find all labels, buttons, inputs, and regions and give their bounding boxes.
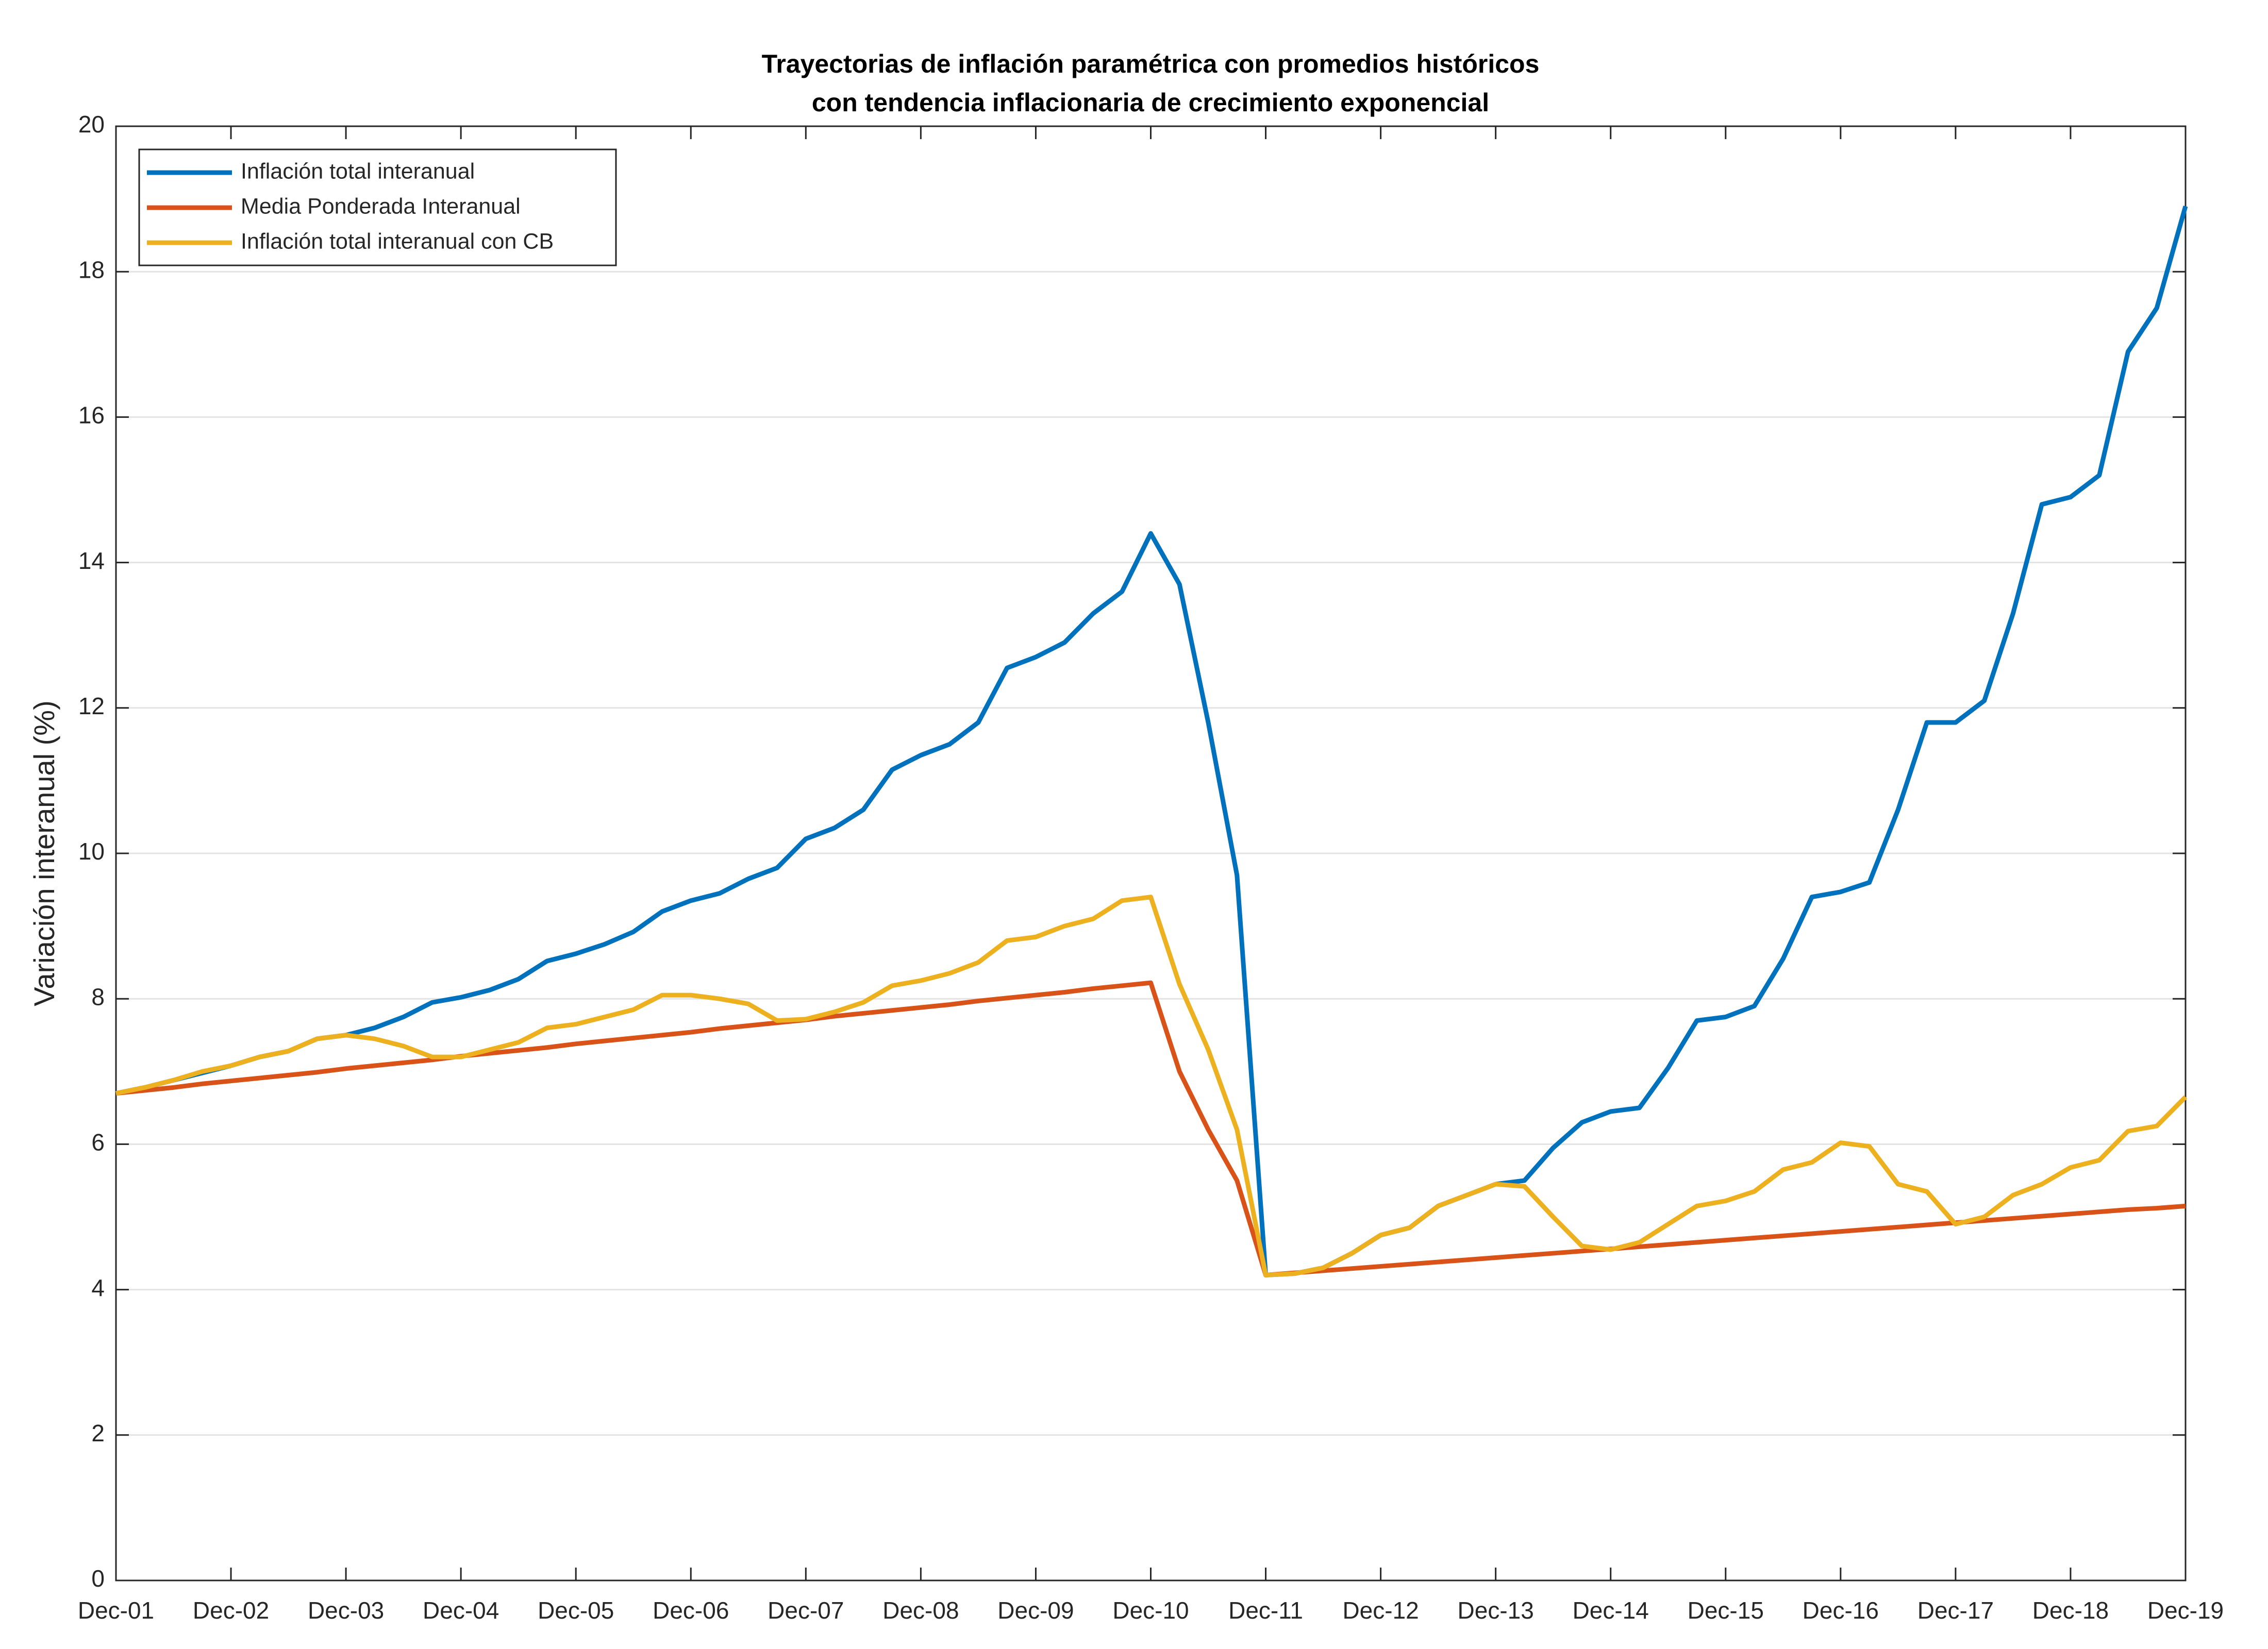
x-tick-label: Dec-11 xyxy=(1228,1597,1303,1624)
x-tick-label: Dec-03 xyxy=(308,1597,384,1624)
x-tick-label: Dec-19 xyxy=(2147,1597,2224,1624)
legend-label: Inflación total interanual xyxy=(241,159,475,183)
x-tick-label: Dec-05 xyxy=(538,1597,614,1624)
x-tick-label: Dec-04 xyxy=(423,1597,499,1624)
x-tick-label: Dec-16 xyxy=(1803,1597,1879,1624)
y-tick-label: 2 xyxy=(91,1420,105,1446)
x-tick-label: Dec-13 xyxy=(1458,1597,1534,1624)
x-tick-label: Dec-18 xyxy=(2032,1597,2109,1624)
y-tick-label: 20 xyxy=(78,111,105,138)
x-tick-label: Dec-02 xyxy=(193,1597,269,1624)
chart-subtitle: con tendencia inflacionaria de crecimien… xyxy=(812,88,1489,117)
x-tick-label: Dec-17 xyxy=(1917,1597,1994,1624)
y-tick-label: 10 xyxy=(78,838,105,865)
x-tick-label: Dec-01 xyxy=(78,1597,154,1624)
y-tick-label: 0 xyxy=(91,1565,105,1592)
x-tick-label: Dec-06 xyxy=(653,1597,729,1624)
series-line xyxy=(115,895,2188,1277)
x-tick-label: Dec-07 xyxy=(768,1597,844,1624)
y-tick-label: 12 xyxy=(78,693,105,719)
series-line xyxy=(115,205,2188,1277)
x-tick-label: Dec-08 xyxy=(882,1597,959,1624)
x-tick-label: Dec-10 xyxy=(1112,1597,1189,1624)
y-tick-label: 18 xyxy=(78,256,105,283)
y-tick-label: 4 xyxy=(91,1274,105,1301)
chart-title: Trayectorias de inflación paramétrica co… xyxy=(762,49,1540,78)
x-tick-label: Dec-15 xyxy=(1688,1597,1764,1624)
x-tick-label: Dec-14 xyxy=(1573,1597,1649,1624)
x-tick-label: Dec-12 xyxy=(1342,1597,1419,1624)
plot-frame xyxy=(115,125,2187,1581)
y-axis-label: Variación interanual (%) xyxy=(28,700,60,1006)
y-tick-label: 8 xyxy=(91,983,105,1010)
y-tick-label: 14 xyxy=(78,547,105,574)
y-tick-label: 16 xyxy=(78,402,105,429)
y-tick-label: 6 xyxy=(91,1129,105,1156)
legend-label: Inflación total interanual con CB xyxy=(241,229,554,254)
legend-label: Media Ponderada Interanual xyxy=(241,194,521,218)
x-tick-label: Dec-09 xyxy=(997,1597,1074,1624)
